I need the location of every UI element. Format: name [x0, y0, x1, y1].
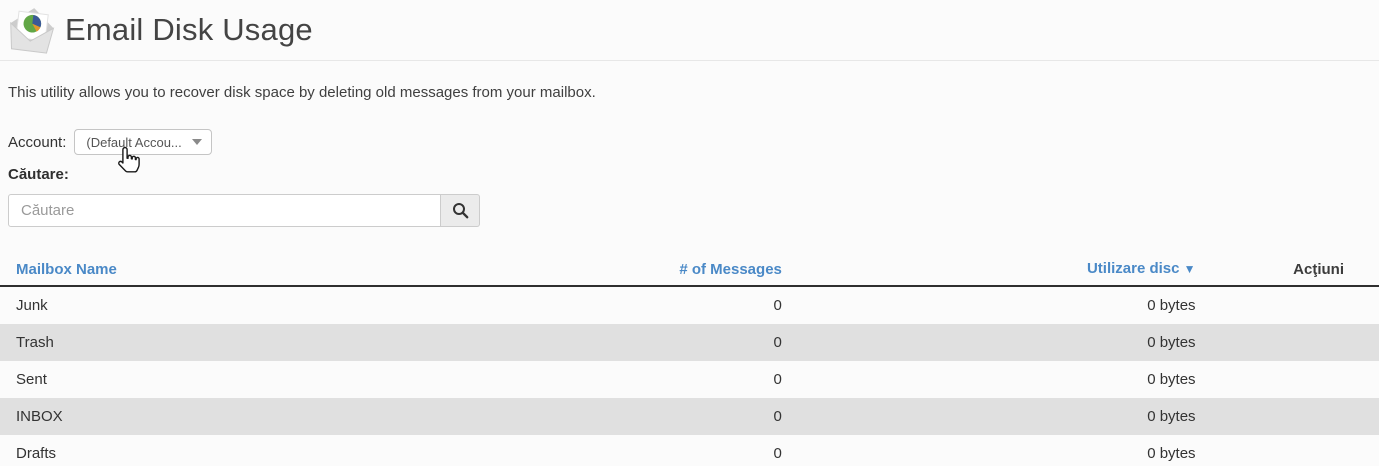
usage-cell: 0 bytes	[1147, 297, 1196, 314]
actions-cell	[1196, 324, 1379, 361]
usage-cell: 0 bytes	[1147, 334, 1196, 351]
messages-cell: 0	[773, 445, 782, 462]
chevron-down-icon	[192, 139, 203, 145]
mailbox-usage-table: Mailbox Name # of Messages Utilizare dis…	[0, 253, 1379, 466]
mailbox-name-cell: Drafts	[16, 445, 57, 462]
sort-header-disk-usage-label: Utilizare disc	[1086, 260, 1180, 277]
email-disk-usage-icon	[8, 7, 55, 54]
account-select[interactable]: (Default Accou...	[74, 129, 213, 155]
messages-cell: 0	[773, 334, 782, 351]
table-row: Drafts 0 0 bytes	[0, 435, 1379, 466]
mailbox-name-cell: Junk	[16, 297, 48, 314]
actions-cell	[1196, 435, 1379, 466]
usage-cell: 0 bytes	[1147, 445, 1196, 462]
mailbox-name-cell: Trash	[16, 334, 54, 351]
sort-header-disk-usage[interactable]: Utilizare disc ▼	[781, 253, 1196, 287]
account-label: Account:	[8, 133, 67, 151]
actions-cell	[1196, 286, 1379, 324]
table-row: Trash 0 0 bytes	[0, 324, 1379, 361]
page-description: This utility allows you to recover disk …	[8, 84, 596, 101]
page-title: Email Disk Usage	[65, 12, 313, 47]
table-header-row: Mailbox Name # of Messages Utilizare dis…	[0, 253, 1379, 287]
messages-cell: 0	[773, 408, 782, 425]
account-row: Account: (Default Accou...	[8, 129, 1371, 155]
table-row: Sent 0 0 bytes	[0, 361, 1379, 398]
account-selected-option: (Default Accou...	[86, 134, 182, 150]
mailbox-name-cell: Sent	[16, 371, 47, 388]
actions-cell	[1196, 398, 1379, 435]
messages-cell: 0	[773, 371, 782, 388]
search-label: Căutare:	[8, 166, 69, 183]
search-group	[8, 194, 480, 227]
table-row: INBOX 0 0 bytes	[0, 398, 1379, 435]
sort-header-mailbox-name[interactable]: Mailbox Name	[0, 253, 621, 287]
page-header: Email Disk Usage	[0, 0, 1379, 61]
usage-cell: 0 bytes	[1147, 371, 1196, 388]
mailbox-name-cell: INBOX	[16, 408, 63, 425]
sort-header-num-messages[interactable]: # of Messages	[620, 253, 782, 287]
table-row: Junk 0 0 bytes	[0, 286, 1379, 324]
actions-cell	[1196, 361, 1379, 398]
usage-cell: 0 bytes	[1147, 408, 1196, 425]
sort-desc-icon: ▼	[1183, 262, 1196, 276]
content: This utility allows you to recover disk …	[0, 84, 1379, 227]
search-input[interactable]	[8, 194, 441, 227]
search-icon	[452, 202, 469, 219]
messages-cell: 0	[773, 297, 782, 314]
header-actions: Acţiuni	[1195, 253, 1379, 287]
search-button[interactable]	[441, 194, 480, 227]
